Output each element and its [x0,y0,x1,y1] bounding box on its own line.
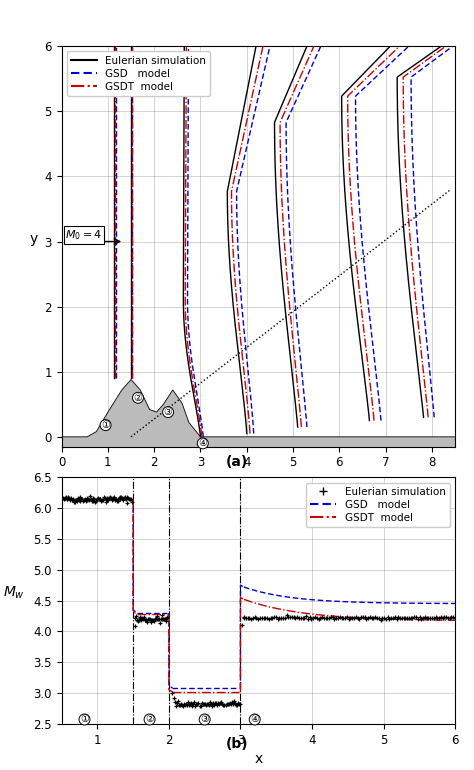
Text: ③: ③ [164,407,173,417]
Y-axis label: $M_w$: $M_w$ [3,584,25,601]
Text: ②: ② [145,715,154,725]
Text: ②: ② [134,393,142,403]
Text: ③: ③ [201,715,209,725]
Text: ④: ④ [250,715,259,725]
Legend: Eulerian simulation, GSD   model, GSDT  model: Eulerian simulation, GSD model, GSDT mod… [306,483,450,527]
Text: (b): (b) [226,738,248,752]
Text: ①: ① [80,715,89,725]
Polygon shape [62,380,455,447]
Text: $M_0=4$: $M_0=4$ [65,228,102,242]
Text: ①: ① [101,420,110,430]
X-axis label: x: x [254,475,263,489]
Text: (a): (a) [226,455,248,469]
X-axis label: x: x [254,752,263,766]
Text: ④: ④ [199,438,207,448]
Polygon shape [62,437,455,447]
Legend: Eulerian simulation, GSD   model, GSDT  model: Eulerian simulation, GSD model, GSDT mod… [67,52,210,96]
Y-axis label: y: y [29,233,37,246]
